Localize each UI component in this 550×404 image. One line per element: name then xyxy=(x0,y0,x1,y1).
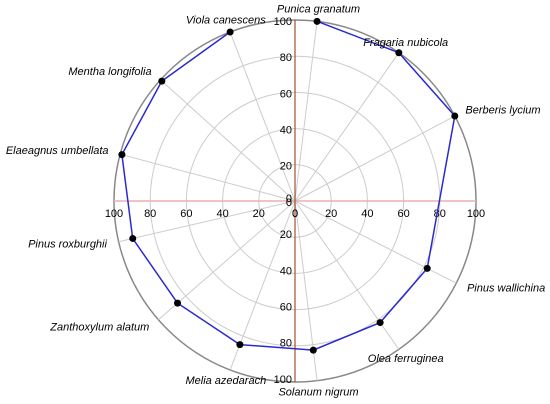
spoke xyxy=(294,115,456,202)
data-point xyxy=(174,299,182,307)
r-tick-label: 100 xyxy=(467,208,485,220)
category-label: Solanum nigrum xyxy=(278,386,358,398)
r-tick-label: 20 xyxy=(280,161,292,173)
r-tick-label: 60 xyxy=(397,208,409,220)
r-tick-label: 60 xyxy=(280,302,292,314)
category-label: Viola canescens xyxy=(186,15,266,27)
spoke xyxy=(120,153,296,202)
r-tick-label: 0 xyxy=(286,193,292,205)
data-line xyxy=(121,20,456,351)
spoke xyxy=(158,200,296,321)
r-tick-label: 40 xyxy=(216,208,228,220)
category-label: Mentha longifolia xyxy=(68,66,151,78)
r-tick-label: 0 xyxy=(286,197,292,209)
spoke xyxy=(160,79,296,202)
r-tick-label: 20 xyxy=(325,208,337,220)
r-tick-label: 40 xyxy=(361,208,373,220)
r-tick-label: 100 xyxy=(105,208,123,220)
data-point xyxy=(236,341,244,349)
data-point xyxy=(376,319,384,327)
r-tick-label: 60 xyxy=(180,208,192,220)
data-point xyxy=(423,264,431,272)
r-tick-label: 20 xyxy=(280,229,292,241)
data-point xyxy=(158,77,166,85)
spoke xyxy=(118,200,296,243)
category-label: Berberis lycium xyxy=(465,104,540,116)
data-point xyxy=(118,151,126,159)
category-label: Melia azedarach xyxy=(185,375,266,387)
category-label: Pinus wallichina xyxy=(467,283,545,295)
r-tick-label: 60 xyxy=(280,88,292,100)
data-point xyxy=(451,112,459,120)
category-label: Elaeagnus umbellata xyxy=(6,145,109,157)
category-label: Zanthoxylum alatum xyxy=(49,322,149,334)
spoke xyxy=(294,21,318,202)
r-tick-label: 0 xyxy=(292,208,298,220)
r-tick-label: 100 xyxy=(274,374,292,386)
r-tick-label: 0 xyxy=(292,208,298,220)
data-point xyxy=(395,49,403,57)
category-label: Olea ferruginea xyxy=(368,353,444,365)
r-tick-label: 40 xyxy=(280,265,292,277)
category-label: Pinus roxburghii xyxy=(28,238,107,250)
r-tick-label: 100 xyxy=(274,16,292,28)
data-point xyxy=(309,346,317,354)
r-tick-label: 80 xyxy=(280,52,292,64)
r-tick-label: 20 xyxy=(253,208,265,220)
category-label: Fragaria nubicola xyxy=(363,37,448,49)
data-point xyxy=(129,234,137,242)
category-label: Punica granatum xyxy=(277,3,360,15)
r-tick-label: 40 xyxy=(280,125,292,137)
spoke xyxy=(294,52,400,202)
data-point xyxy=(313,17,321,25)
r-tick-label: 80 xyxy=(280,338,292,350)
r-tick-label: 80 xyxy=(144,208,156,220)
data-point xyxy=(226,28,234,36)
r-tick-label: 80 xyxy=(434,208,446,220)
spoke xyxy=(229,31,296,202)
